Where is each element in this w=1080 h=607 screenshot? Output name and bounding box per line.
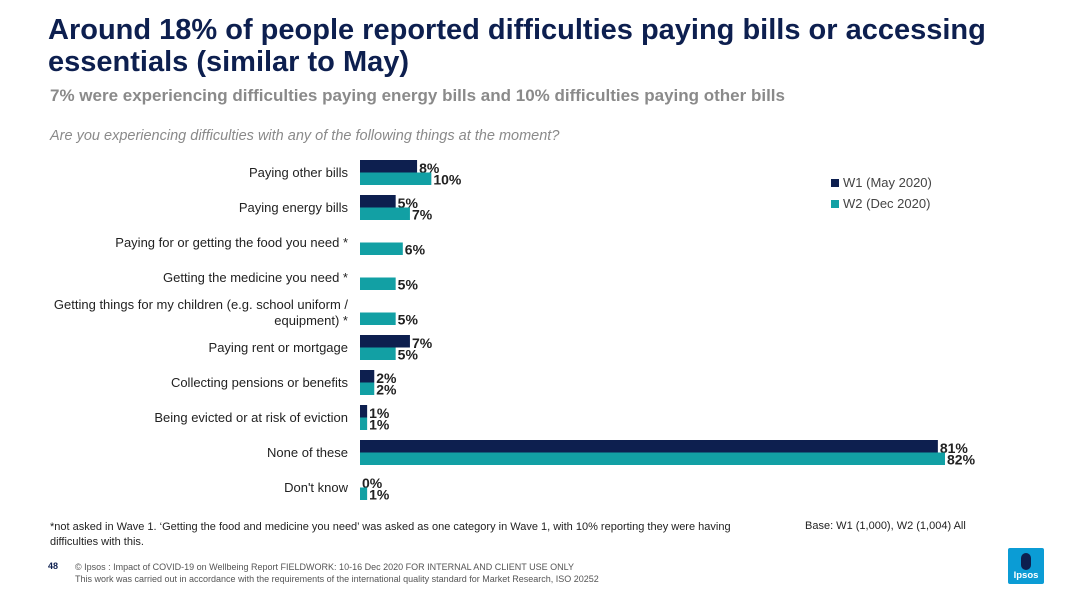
data-label: 5% [398, 312, 419, 328]
page-title: Around 18% of people reported difficulti… [48, 14, 986, 78]
data-label: 1% [369, 487, 390, 503]
bar-w2 [360, 417, 368, 430]
category-label: Paying for or getting the food you need … [115, 235, 348, 250]
category-label: Being evicted or at risk of eviction [154, 410, 348, 425]
bar-w1 [360, 370, 375, 383]
data-label: 81% [940, 440, 969, 456]
data-label: 1% [369, 405, 390, 421]
category-label: Don't know [284, 480, 349, 495]
footer: © Ipsos : Impact of COVID-19 on Wellbein… [75, 561, 599, 585]
category-label: Getting things for my children (e.g. sch… [54, 297, 348, 312]
data-label: 8% [419, 160, 440, 176]
category-label: Paying rent or mortgage [209, 340, 348, 355]
data-label: 0% [362, 475, 383, 491]
data-label: 7% [412, 207, 433, 223]
logo-text: Ipsos [1013, 570, 1039, 581]
bar-w1 [360, 195, 396, 208]
survey-question: Are you experiencing difficulties with a… [50, 128, 560, 144]
footer-line-2: This work was carried out in accordance … [75, 574, 599, 584]
data-label: 1% [369, 417, 390, 433]
legend-item-w2: W2 (Dec 2020) [831, 193, 932, 214]
category-label: Collecting pensions or benefits [171, 375, 349, 390]
ipsos-logo: Ipsos [1008, 548, 1044, 584]
bar-w2 [360, 242, 403, 255]
data-label: 82% [947, 452, 976, 468]
bar-w2 [360, 172, 432, 185]
data-label: 5% [398, 277, 419, 293]
category-label: Paying other bills [249, 165, 348, 180]
category-label: Paying energy bills [239, 200, 349, 215]
bar-w2 [360, 382, 375, 395]
data-label: 2% [376, 370, 397, 386]
bar-w1 [360, 160, 418, 173]
bar-chart: Paying other bills 8%10% Paying energy bil… [54, 160, 976, 503]
bar-w2 [360, 487, 368, 500]
data-label: 2% [376, 382, 397, 398]
data-label: 6% [405, 242, 426, 258]
data-label: 10% [433, 172, 462, 188]
legend-label-w1: W1 (May 2020) [843, 175, 932, 190]
footer-line-1: © Ipsos : Impact of COVID-19 on Wellbein… [75, 562, 574, 572]
page-number: 48 [48, 561, 59, 571]
base-note: Base: W1 (1,000), W2 (1,004) All [805, 520, 966, 532]
bar-w2 [360, 347, 396, 360]
data-label: 5% [398, 195, 419, 211]
category-label: None of these [267, 445, 348, 460]
bar-w1 [360, 440, 938, 453]
bar-w2 [360, 452, 945, 465]
legend-item-w1: W1 (May 2020) [831, 172, 932, 193]
bar-w2 [360, 207, 410, 220]
chart-legend: W1 (May 2020) W2 (Dec 2020) [831, 172, 932, 214]
legend-swatch-w1 [831, 178, 839, 187]
legend-label-w2: W2 (Dec 2020) [843, 196, 931, 211]
data-label: 5% [398, 347, 419, 363]
data-label: 7% [412, 335, 433, 351]
bar-w1 [360, 405, 368, 418]
bar-w2 [360, 312, 396, 325]
bar-w2 [360, 277, 396, 290]
category-label: Getting the medicine you need * [163, 270, 348, 285]
bar-w1 [360, 335, 410, 348]
category-label: equipment) * [274, 313, 348, 328]
footnote: *not asked in Wave 1. ‘Getting the food … [50, 521, 731, 548]
legend-swatch-w2 [831, 199, 839, 208]
page-subtitle: 7% were experiencing difficulties paying… [50, 86, 785, 105]
logo-mark-icon [1021, 553, 1031, 570]
